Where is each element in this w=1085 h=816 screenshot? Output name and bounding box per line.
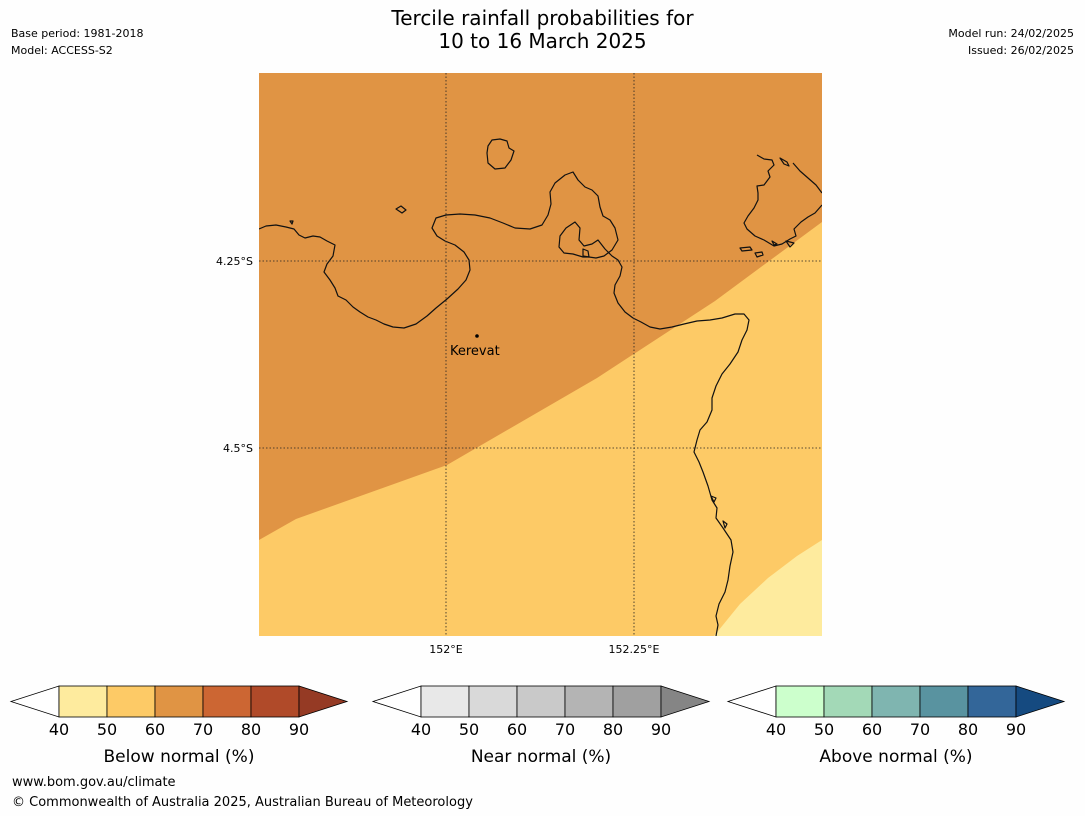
colorbar-tick-label: 40 — [766, 720, 786, 739]
colorbar-swatch — [154, 685, 204, 718]
colorbar-label: Near normal (%) — [471, 747, 611, 767]
graticule — [259, 73, 822, 636]
colorbar-tick-label: 80 — [241, 720, 261, 739]
colorbar-below: 40 50 60 70 80 90 Below normal (%) — [9, 685, 349, 767]
zone-below-50-60 — [259, 222, 822, 636]
issued-text: Issued: 26/02/2025 — [967, 44, 1074, 57]
colorbar-tick-label: 60 — [862, 720, 882, 739]
colorbar-tick-label: 90 — [651, 720, 671, 739]
colorbar-tick-label: 40 — [411, 720, 431, 739]
colorbar-tick-label: 70 — [910, 720, 930, 739]
lat-label-2: 4.5°S — [223, 442, 253, 455]
colorbar-tick-label: 80 — [603, 720, 623, 739]
colorbar-swatch — [106, 685, 156, 718]
colorbar-tick-label: 90 — [289, 720, 309, 739]
colorbar-swatch — [919, 685, 969, 718]
colorbar-swatch — [420, 685, 470, 718]
title-line-1: Tercile rainfall probabilities for — [391, 6, 694, 30]
colorbar-swatch — [823, 685, 873, 718]
website-text: www.bom.gov.au/climate — [12, 775, 176, 790]
map-area: Kerevat — [259, 73, 822, 636]
colorbar-tick-label: 50 — [459, 720, 479, 739]
coastline — [259, 138, 822, 636]
colorbar-extend-low — [726, 685, 777, 718]
colorbar-swatch — [612, 685, 662, 718]
model-text: Model: ACCESS-S2 — [11, 44, 113, 57]
colorbar-tick-label: 60 — [145, 720, 165, 739]
colorbar-extend-low — [9, 685, 60, 718]
metadata-left: Base period: 1981-2018 Model: ACCESS-S2 — [11, 25, 143, 59]
colorbar-above: 40 50 60 70 80 90 Above normal (%) — [726, 685, 1066, 767]
colorbar-swatch — [202, 685, 252, 718]
colorbar-extend-high — [1015, 685, 1066, 718]
colorbar-swatch — [967, 685, 1017, 718]
colorbar-extend-low — [371, 685, 422, 718]
place-marker-icon — [475, 334, 479, 338]
colorbar-swatch — [58, 685, 108, 718]
colorbar-tick-label: 60 — [507, 720, 527, 739]
lon-label-1: 152°E — [429, 643, 462, 656]
zone-below-40-50 — [714, 540, 822, 636]
metadata-right: Model run: 24/02/2025 Issued: 26/02/2025 — [948, 25, 1074, 59]
place-label: Kerevat — [450, 344, 500, 359]
colorbar-near: 40 50 60 70 80 90 Near normal (%) — [371, 685, 711, 767]
lat-label-1: 4.25°S — [216, 255, 253, 268]
model-run-text: Model run: 24/02/2025 — [948, 27, 1074, 40]
colorbar-tick-label: 50 — [814, 720, 834, 739]
colorbar-tick-label: 50 — [97, 720, 117, 739]
colorbar-swatch — [516, 685, 566, 718]
colorbar-label: Below normal (%) — [104, 747, 255, 767]
colorbar-tick-label: 70 — [193, 720, 213, 739]
colorbar-extend-high — [660, 685, 711, 718]
colorbar-extend-high — [298, 685, 349, 718]
colorbar-tick-label: 40 — [49, 720, 69, 739]
colorbar-tick-label: 80 — [958, 720, 978, 739]
map-title: Tercile rainfall probabilities for 10 to… — [0, 7, 1085, 53]
colorbar-swatch — [775, 685, 825, 718]
lon-label-2: 152.25°E — [609, 643, 660, 656]
colorbar-swatch — [564, 685, 614, 718]
colorbar-swatch — [468, 685, 518, 718]
title-line-2: 10 to 16 March 2025 — [438, 29, 647, 53]
copyright-text: © Commonwealth of Australia 2025, Austra… — [12, 795, 473, 810]
colorbar-tick-label: 70 — [555, 720, 575, 739]
colorbar-tick-label: 90 — [1006, 720, 1026, 739]
colorbar-label: Above normal (%) — [819, 747, 972, 767]
colorbar-swatch — [250, 685, 300, 718]
base-period-text: Base period: 1981-2018 — [11, 27, 144, 40]
colorbar-swatch — [871, 685, 921, 718]
